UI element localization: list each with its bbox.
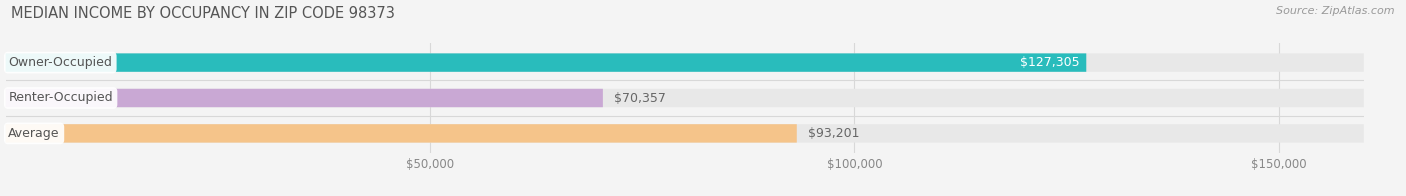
FancyBboxPatch shape — [6, 89, 1364, 107]
Text: Average: Average — [8, 127, 60, 140]
FancyBboxPatch shape — [6, 124, 797, 143]
Text: Owner-Occupied: Owner-Occupied — [8, 56, 112, 69]
FancyBboxPatch shape — [6, 53, 1364, 72]
Text: Renter-Occupied: Renter-Occupied — [8, 92, 112, 104]
Text: MEDIAN INCOME BY OCCUPANCY IN ZIP CODE 98373: MEDIAN INCOME BY OCCUPANCY IN ZIP CODE 9… — [11, 6, 395, 21]
FancyBboxPatch shape — [6, 124, 1364, 143]
Text: $127,305: $127,305 — [1019, 56, 1080, 69]
Text: $93,201: $93,201 — [807, 127, 859, 140]
Text: Source: ZipAtlas.com: Source: ZipAtlas.com — [1277, 6, 1395, 16]
FancyBboxPatch shape — [6, 53, 1087, 72]
Text: $70,357: $70,357 — [614, 92, 665, 104]
FancyBboxPatch shape — [6, 89, 603, 107]
